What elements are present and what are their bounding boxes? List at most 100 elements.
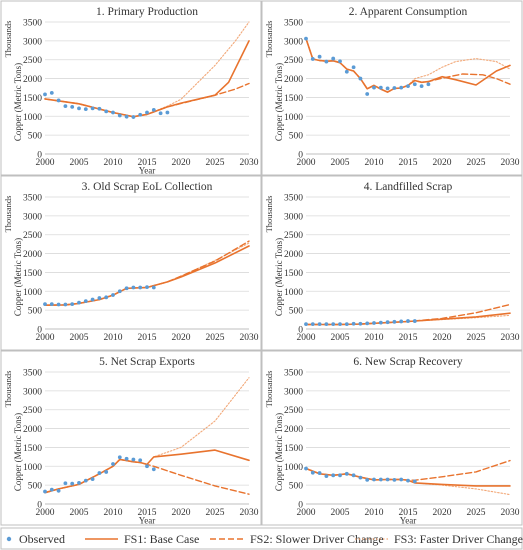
y-tick-label: 1000 [23,463,42,473]
panel-frame [0,0,262,176]
y-tick-label: 2000 [284,75,303,85]
x-tick-label: 2030 [501,508,520,518]
y-axis-label: Copper (Metric Tons) [13,413,23,491]
observed-point [97,471,102,475]
y-unit-label: Thousands [3,196,13,233]
y-tick-label: 3000 [23,387,42,397]
observed-point [49,487,54,492]
y-tick-label: 1500 [23,269,42,279]
observed-point [63,481,68,486]
observed-point [426,82,431,87]
observed-point [131,285,136,290]
observed-point [97,296,102,300]
observed-point [124,114,129,119]
y-tick-label: 3000 [284,387,303,397]
chart-panel-1: 1. Primary Production 0 500 1000 1500 2000 250… [0,0,262,176]
y-tick-label: 500 [28,482,43,492]
x-tick-label: 2025 [467,508,486,518]
observed-point [324,59,329,64]
y-tick-label: 3500 [284,19,303,29]
x-tick-label: 2000 [297,158,316,168]
observed-point [344,69,349,74]
series-line-fs1 [44,245,250,307]
observed-point [304,36,308,41]
legend: Observed FS1: Base Case FS2: Slower Driv… [0,527,523,550]
observed-point [344,322,349,326]
observed-point [138,285,143,290]
observed-point [372,321,376,325]
observed-point [351,473,356,478]
x-tick-label: 2015 [399,333,418,343]
observed-point [365,92,370,96]
observed-point [358,76,363,81]
y-tick-label: 3000 [23,212,42,222]
observed-point [117,455,122,460]
legend-fs1-label: FS1: Base Case [124,532,199,546]
observed-point [406,319,410,323]
x-tick-label: 2015 [138,333,157,343]
y-tick-label: 1000 [284,463,303,473]
observed-point [145,110,149,115]
legend-observed-label: Observed [19,532,65,546]
observed-point [111,462,115,466]
chart-title: 1. Primary Production [96,6,198,18]
observed-point [145,285,149,290]
y-tick-label: 1500 [284,269,303,279]
y-unit-label: Thousands [264,21,274,58]
observed-point [104,470,109,474]
y-axis-label: Copper (Metric Tons) [274,413,284,491]
observed-point [77,106,81,111]
x-tick-label: 2000 [36,508,55,518]
observed-point [131,115,136,119]
observed-point [70,104,75,109]
observed-point [117,113,122,118]
observed-point [131,457,136,462]
panel-frame [261,350,523,526]
x-tick-label: 2030 [501,158,520,168]
panel-frame [261,0,523,176]
chart-title: 5. Net Scrap Exports [99,356,195,368]
y-tick-label: 1500 [23,94,42,104]
observed-point [331,322,336,326]
chart-title: 3. Old Scrap EoL Collection [82,181,213,193]
observed-point [124,286,129,291]
y-tick-label: 3500 [23,369,42,379]
x-tick-label: 2025 [206,333,225,343]
x-axis-label: Year [139,166,156,176]
observed-point [317,471,322,475]
observed-point [365,477,370,482]
y-tick-label: 1000 [23,113,42,123]
y-tick-label: 2500 [23,231,42,241]
x-tick-label: 2030 [240,508,259,518]
x-tick-label: 2025 [206,508,225,518]
y-tick-label: 2000 [284,250,303,260]
observed-point [70,481,75,486]
y-tick-label: 3500 [23,194,42,204]
observed-point [63,302,68,307]
y-tick-label: 2500 [284,231,303,241]
y-tick-label: 1000 [284,288,303,298]
y-unit-label: Thousands [3,21,13,58]
legend-fs3-label: FS3: Faster Driver Change [394,532,523,546]
observed-point [138,112,143,117]
observed-point [365,321,370,326]
observed-point [385,477,390,482]
observed-point [83,478,88,483]
chart-title: 2. Apparent Consumption [349,6,468,18]
observed-point [358,321,363,326]
x-tick-label: 2000 [297,333,316,343]
observed-point [406,84,410,89]
y-tick-label: 1500 [284,94,303,104]
y-axis-label: Copper (Metric Tons) [13,63,23,141]
observed-point [124,456,129,461]
x-tick-label: 2000 [36,158,55,168]
x-tick-label: 2010 [104,508,123,518]
observed-point [331,473,336,478]
observed-point [97,106,102,111]
x-tick-label: 2025 [467,158,486,168]
observed-point [104,109,109,114]
panel-frame [0,350,262,526]
x-tick-label: 2020 [433,158,452,168]
y-tick-label: 2000 [23,250,42,260]
